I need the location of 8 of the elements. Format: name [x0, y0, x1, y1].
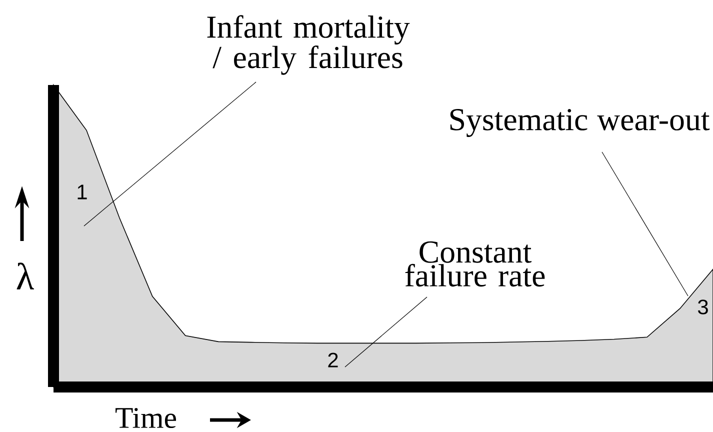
x-axis-title: Time	[116, 408, 176, 428]
text: Infant mortality / early failures	[207, 15, 410, 75]
y-axis-title: λ	[16, 262, 34, 290]
annotation: 2	[328, 352, 338, 368]
annotation: 3	[698, 300, 708, 314]
annotation: Systematic wear-out	[450, 109, 710, 137]
annotation: Constant failure rate	[405, 241, 545, 287]
annotation: 1	[78, 184, 87, 200]
